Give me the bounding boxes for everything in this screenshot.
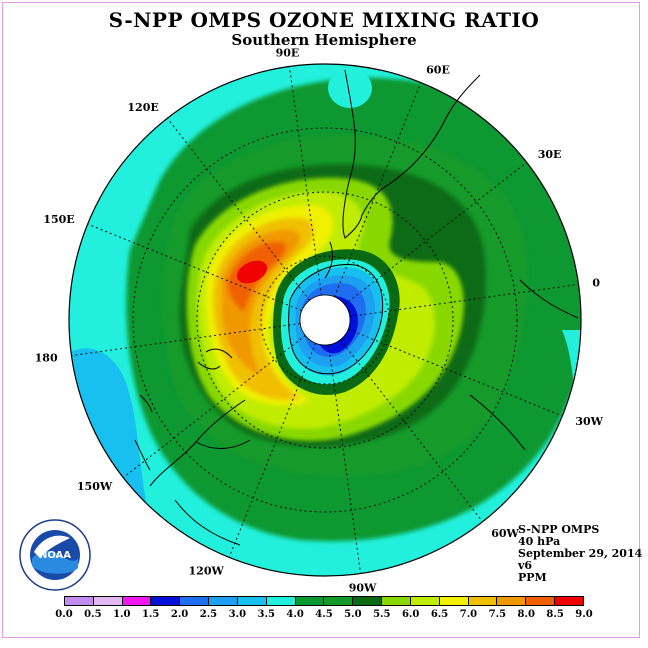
longitude-label: 60E [426, 64, 450, 77]
colorbar-swatch [64, 596, 94, 606]
longitude-label: 150E [43, 213, 74, 226]
colorbar-swatch [497, 596, 527, 606]
coastlines [134, 69, 579, 546]
colorbar-tick-label: 8.0 [517, 609, 535, 620]
info-level: 40 hPa [518, 535, 561, 548]
colorbar-swatch [382, 596, 411, 606]
meridian-line [328, 344, 362, 574]
colorbar-tick-label: 2.5 [199, 609, 218, 620]
colorbar-tick-label: 7.5 [488, 609, 507, 620]
colorbar-swatch [266, 596, 296, 606]
longitude-label: 30E [538, 148, 562, 161]
colorbar [64, 596, 584, 606]
longitude-labels: 90W 60W 30W 0 30E 60E 90E 120E 150E 180 150W 120W [35, 47, 604, 595]
longitude-label: 90W [349, 581, 377, 594]
colorbar-tick-label: 0.0 [55, 609, 73, 620]
info-instrument: S-NPP OMPS [518, 523, 600, 536]
colorbar-swatch [209, 596, 238, 606]
colorbar-swatch [122, 596, 152, 606]
graticule [71, 66, 579, 574]
plot-frame [2, 2, 640, 638]
colorbar-tick-label: 1.0 [113, 609, 131, 620]
colorbar-tick-label: 5.5 [373, 609, 391, 620]
meridians [71, 66, 579, 574]
colorbar-tick-label: 8.5 [546, 609, 564, 620]
meridian-line [340, 339, 483, 523]
colorbar-tick-label: 2.0 [170, 609, 189, 620]
colorbar-tick-label: 4.0 [286, 609, 304, 620]
colorbar-swatch [526, 596, 556, 606]
coast-south-america [342, 69, 481, 239]
lat-circle [132, 127, 518, 513]
colorbar-tick-label: 0.5 [84, 609, 102, 620]
meridian-line [122, 335, 306, 478]
globe-outline [68, 63, 582, 577]
coast-antarctica [288, 264, 384, 375]
longitude-label: 120W [189, 564, 225, 577]
lat-circle [260, 255, 390, 385]
colorbar-tick-label: 3.0 [228, 609, 247, 620]
colorbar-tick-label: 7.0 [459, 609, 478, 620]
meridian-line [228, 343, 317, 558]
longitude-label: 60W [491, 527, 519, 540]
longitude-label: 120E [127, 101, 158, 114]
coast-antarctic-peninsula [324, 241, 333, 279]
info-version: v6 [518, 559, 533, 572]
noaa-logo: NOAA [19, 519, 91, 591]
colorbar-swatch [151, 596, 181, 606]
logo-wordmark: NOAA [39, 550, 71, 561]
colorbar-swatch [93, 596, 123, 606]
meridian-line [288, 66, 322, 296]
meridian-line [344, 162, 528, 305]
colorbar-tick-label: 1.5 [141, 609, 160, 620]
coast-islands [134, 394, 241, 546]
longitude-label: 150W [77, 480, 113, 493]
longitude-label: 30W [575, 415, 603, 428]
longitude-label: 0 [592, 276, 600, 289]
field-patch-3.5-north [328, 68, 372, 108]
colorbar-swatch [237, 596, 267, 606]
colorbar-tick-label: 5.0 [344, 609, 362, 620]
colorbar-tick-label: 9.0 [575, 609, 593, 620]
colorbar-swatch [295, 596, 325, 606]
meridian-line [167, 117, 310, 301]
pole-nodata [299, 294, 351, 346]
colorbar-swatch [410, 596, 440, 606]
meridian-line [333, 82, 422, 297]
colorbar-swatch [353, 596, 383, 606]
info-units: PPM [518, 571, 547, 584]
colorbar-tick-label: 3.5 [257, 609, 275, 620]
longitude-label: 90E [276, 47, 300, 60]
longitude-label: 180 [35, 352, 58, 365]
page-title: S-NPP OMPS OZONE MIXING RATIO [108, 8, 540, 32]
colorbar-tick-label: 6.5 [430, 609, 449, 620]
lat-circle [196, 191, 454, 449]
meridian-line [87, 223, 302, 312]
colorbar-tick-label: 6.0 [401, 609, 420, 620]
coast-africa [469, 279, 579, 451]
ozone-field [69, 64, 581, 576]
colorbar-ticks: 0.0 0.5 1.0 1.5 2.0 2.5 3.0 3.5 4.0 4.5 5.0 5.5 6.0 6… [0, 609, 648, 623]
meridian-line [71, 323, 301, 357]
colorbar-swatch [180, 596, 210, 606]
info-block: S-NPP OMPS 40 hPa September 29, 2014 v6 … [518, 524, 642, 584]
page-subtitle: Southern Hemisphere [231, 31, 417, 49]
coast-australia [149, 399, 251, 487]
colorbar-swatch [439, 596, 469, 606]
meridian-line [348, 328, 563, 417]
colorbar-swatch [468, 596, 498, 606]
colorbar-tick-label: 4.5 [315, 609, 333, 620]
field-peak-8.5 [236, 260, 268, 284]
colorbar-swatch [324, 596, 354, 606]
coast-new-zealand [197, 348, 233, 370]
meridian-line [349, 283, 579, 317]
colorbar-swatch [555, 596, 584, 606]
info-date: September 29, 2014 [518, 547, 643, 560]
